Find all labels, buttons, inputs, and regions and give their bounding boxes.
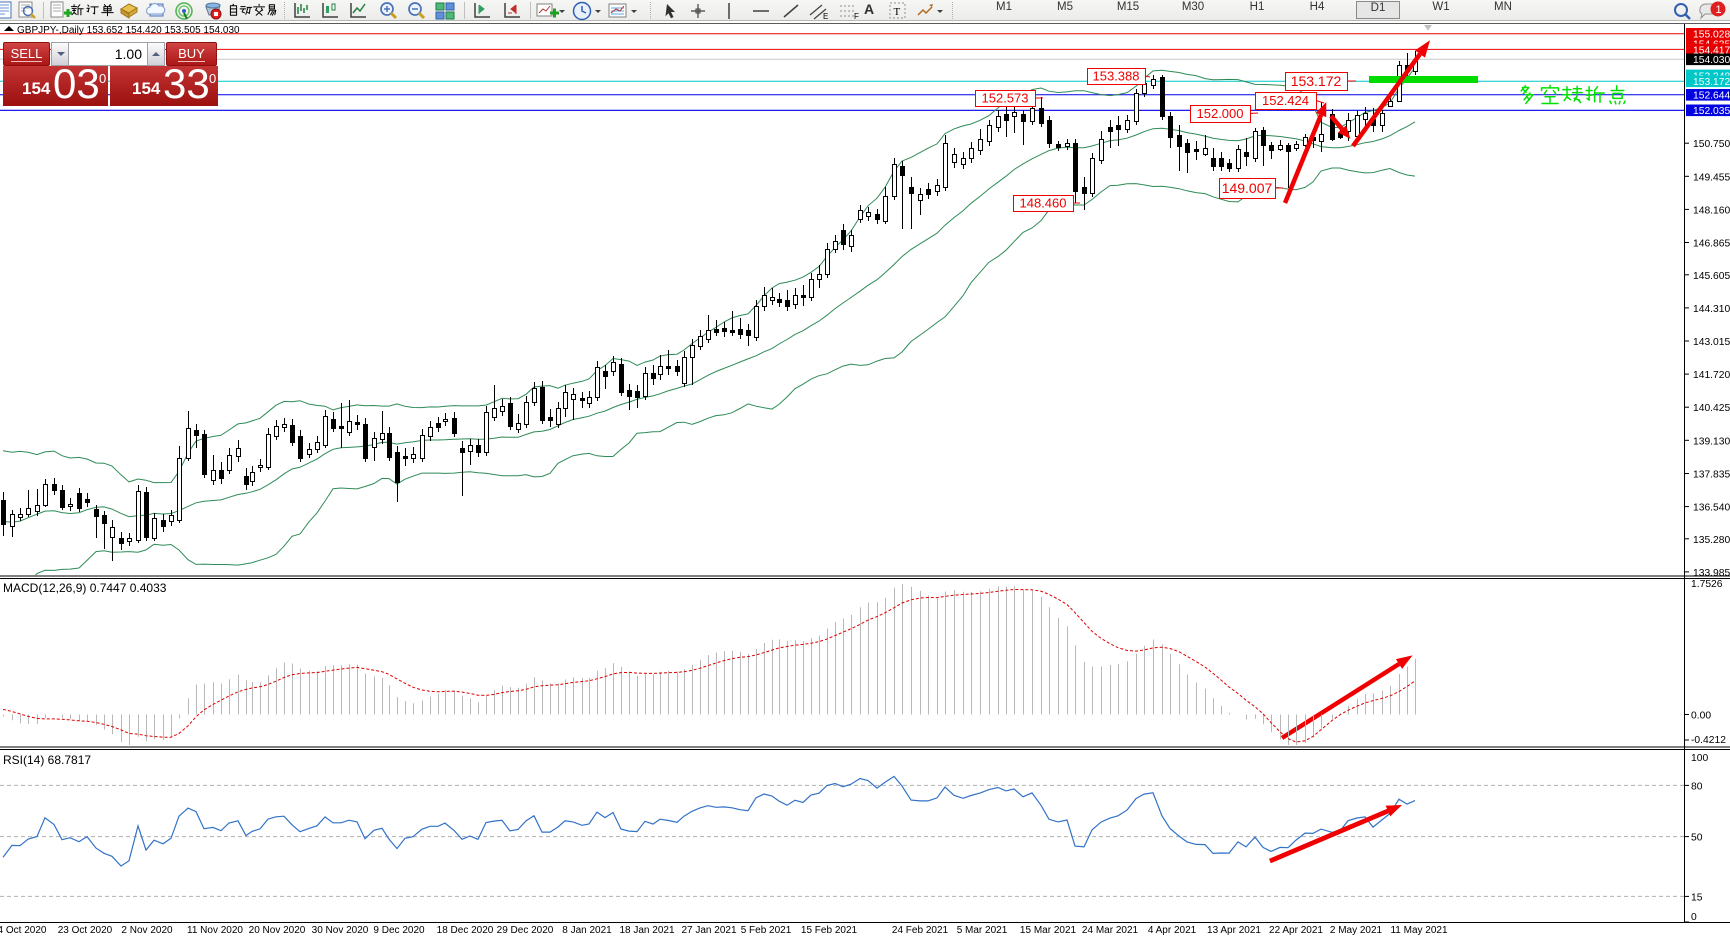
svg-text:153.172: 153.172 (1291, 73, 1342, 89)
svg-text:1: 1 (1716, 4, 1722, 16)
svg-text:9 Dec 2020: 9 Dec 2020 (373, 925, 425, 936)
svg-text:153.388: 153.388 (1093, 69, 1140, 84)
svg-text:5 Feb 2021: 5 Feb 2021 (741, 925, 792, 936)
svg-text:80: 80 (1691, 781, 1703, 792)
svg-text:144.310: 144.310 (1693, 304, 1730, 315)
svg-text:8 Jan 2021: 8 Jan 2021 (562, 925, 612, 936)
svg-text:152.035: 152.035 (1693, 106, 1730, 117)
svg-text:MACD(12,26,9) 0.7447 0.4033: MACD(12,26,9) 0.7447 0.4033 (3, 581, 167, 595)
svg-text:13 Apr 2021: 13 Apr 2021 (1207, 925, 1261, 936)
svg-text:27 Jan 2021: 27 Jan 2021 (681, 925, 736, 936)
svg-text:141.720: 141.720 (1693, 370, 1730, 381)
svg-text:T: T (894, 6, 901, 18)
svg-text:11 Nov 2020: 11 Nov 2020 (187, 925, 243, 936)
svg-text:18 Jan 2021: 18 Jan 2021 (619, 925, 674, 936)
svg-text:148.460: 148.460 (1020, 196, 1067, 211)
svg-text:30 Nov 2020: 30 Nov 2020 (312, 925, 369, 936)
svg-text:135.280: 135.280 (1693, 535, 1730, 546)
svg-text:137.835: 137.835 (1693, 470, 1730, 481)
svg-text:149.455: 149.455 (1693, 172, 1730, 183)
svg-text:136.540: 136.540 (1693, 503, 1730, 514)
svg-text:18 Dec 2020: 18 Dec 2020 (437, 925, 494, 936)
svg-text:1.7526: 1.7526 (1691, 579, 1723, 590)
svg-text:153.172: 153.172 (1693, 77, 1730, 88)
svg-text:4 Oct 2020: 4 Oct 2020 (0, 925, 47, 936)
svg-text:145.605: 145.605 (1693, 271, 1730, 282)
svg-text:139.130: 139.130 (1693, 436, 1730, 447)
svg-text:22 Apr 2021: 22 Apr 2021 (1269, 925, 1323, 936)
svg-text:11 May 2021: 11 May 2021 (1390, 925, 1448, 936)
svg-text:F: F (854, 12, 859, 21)
svg-text:15 Feb 2021: 15 Feb 2021 (801, 925, 858, 936)
svg-text:29 Dec 2020: 29 Dec 2020 (497, 925, 554, 936)
svg-text:154.030: 154.030 (1693, 55, 1730, 66)
svg-text:E: E (823, 12, 828, 21)
svg-text:143.015: 143.015 (1693, 337, 1730, 348)
svg-text:4 Apr 2021: 4 Apr 2021 (1148, 925, 1197, 936)
svg-text:152.000: 152.000 (1197, 106, 1244, 121)
svg-text:155.028: 155.028 (1693, 30, 1730, 41)
svg-text:15 Mar 2021: 15 Mar 2021 (1020, 925, 1077, 936)
svg-text:150.750: 150.750 (1693, 139, 1730, 150)
svg-text:5 Mar 2021: 5 Mar 2021 (957, 925, 1008, 936)
svg-text:148.160: 148.160 (1693, 205, 1730, 216)
svg-text:24 Mar 2021: 24 Mar 2021 (1082, 925, 1139, 936)
svg-text:152.424: 152.424 (1262, 93, 1309, 108)
svg-text:152.573: 152.573 (982, 91, 1029, 106)
svg-text:146.865: 146.865 (1693, 239, 1730, 250)
svg-text:24 Feb 2021: 24 Feb 2021 (892, 925, 949, 936)
svg-text:0: 0 (1691, 912, 1697, 923)
svg-text:15: 15 (1691, 892, 1703, 903)
svg-text:GBPJPY-,Daily 153.652 154.420: GBPJPY-,Daily 153.652 154.420 153.505 15… (17, 25, 240, 36)
svg-text:-0.4212: -0.4212 (1691, 735, 1726, 746)
svg-text:140.425: 140.425 (1693, 403, 1730, 414)
svg-text:100: 100 (1691, 753, 1708, 764)
svg-text:RSI(14) 68.7817: RSI(14) 68.7817 (3, 753, 91, 767)
svg-text:2 May 2021: 2 May 2021 (1330, 925, 1383, 936)
svg-text:133.985: 133.985 (1693, 568, 1730, 579)
svg-text:154.417: 154.417 (1693, 45, 1730, 56)
svg-text:0.00: 0.00 (1691, 711, 1711, 722)
svg-text:152.644: 152.644 (1693, 91, 1730, 102)
svg-text:2 Nov 2020: 2 Nov 2020 (121, 925, 173, 936)
svg-text:149.007: 149.007 (1222, 180, 1273, 196)
svg-text:20 Nov 2020: 20 Nov 2020 (249, 925, 306, 936)
svg-text:50: 50 (1691, 833, 1703, 844)
svg-text:23 Oct 2020: 23 Oct 2020 (58, 925, 113, 936)
